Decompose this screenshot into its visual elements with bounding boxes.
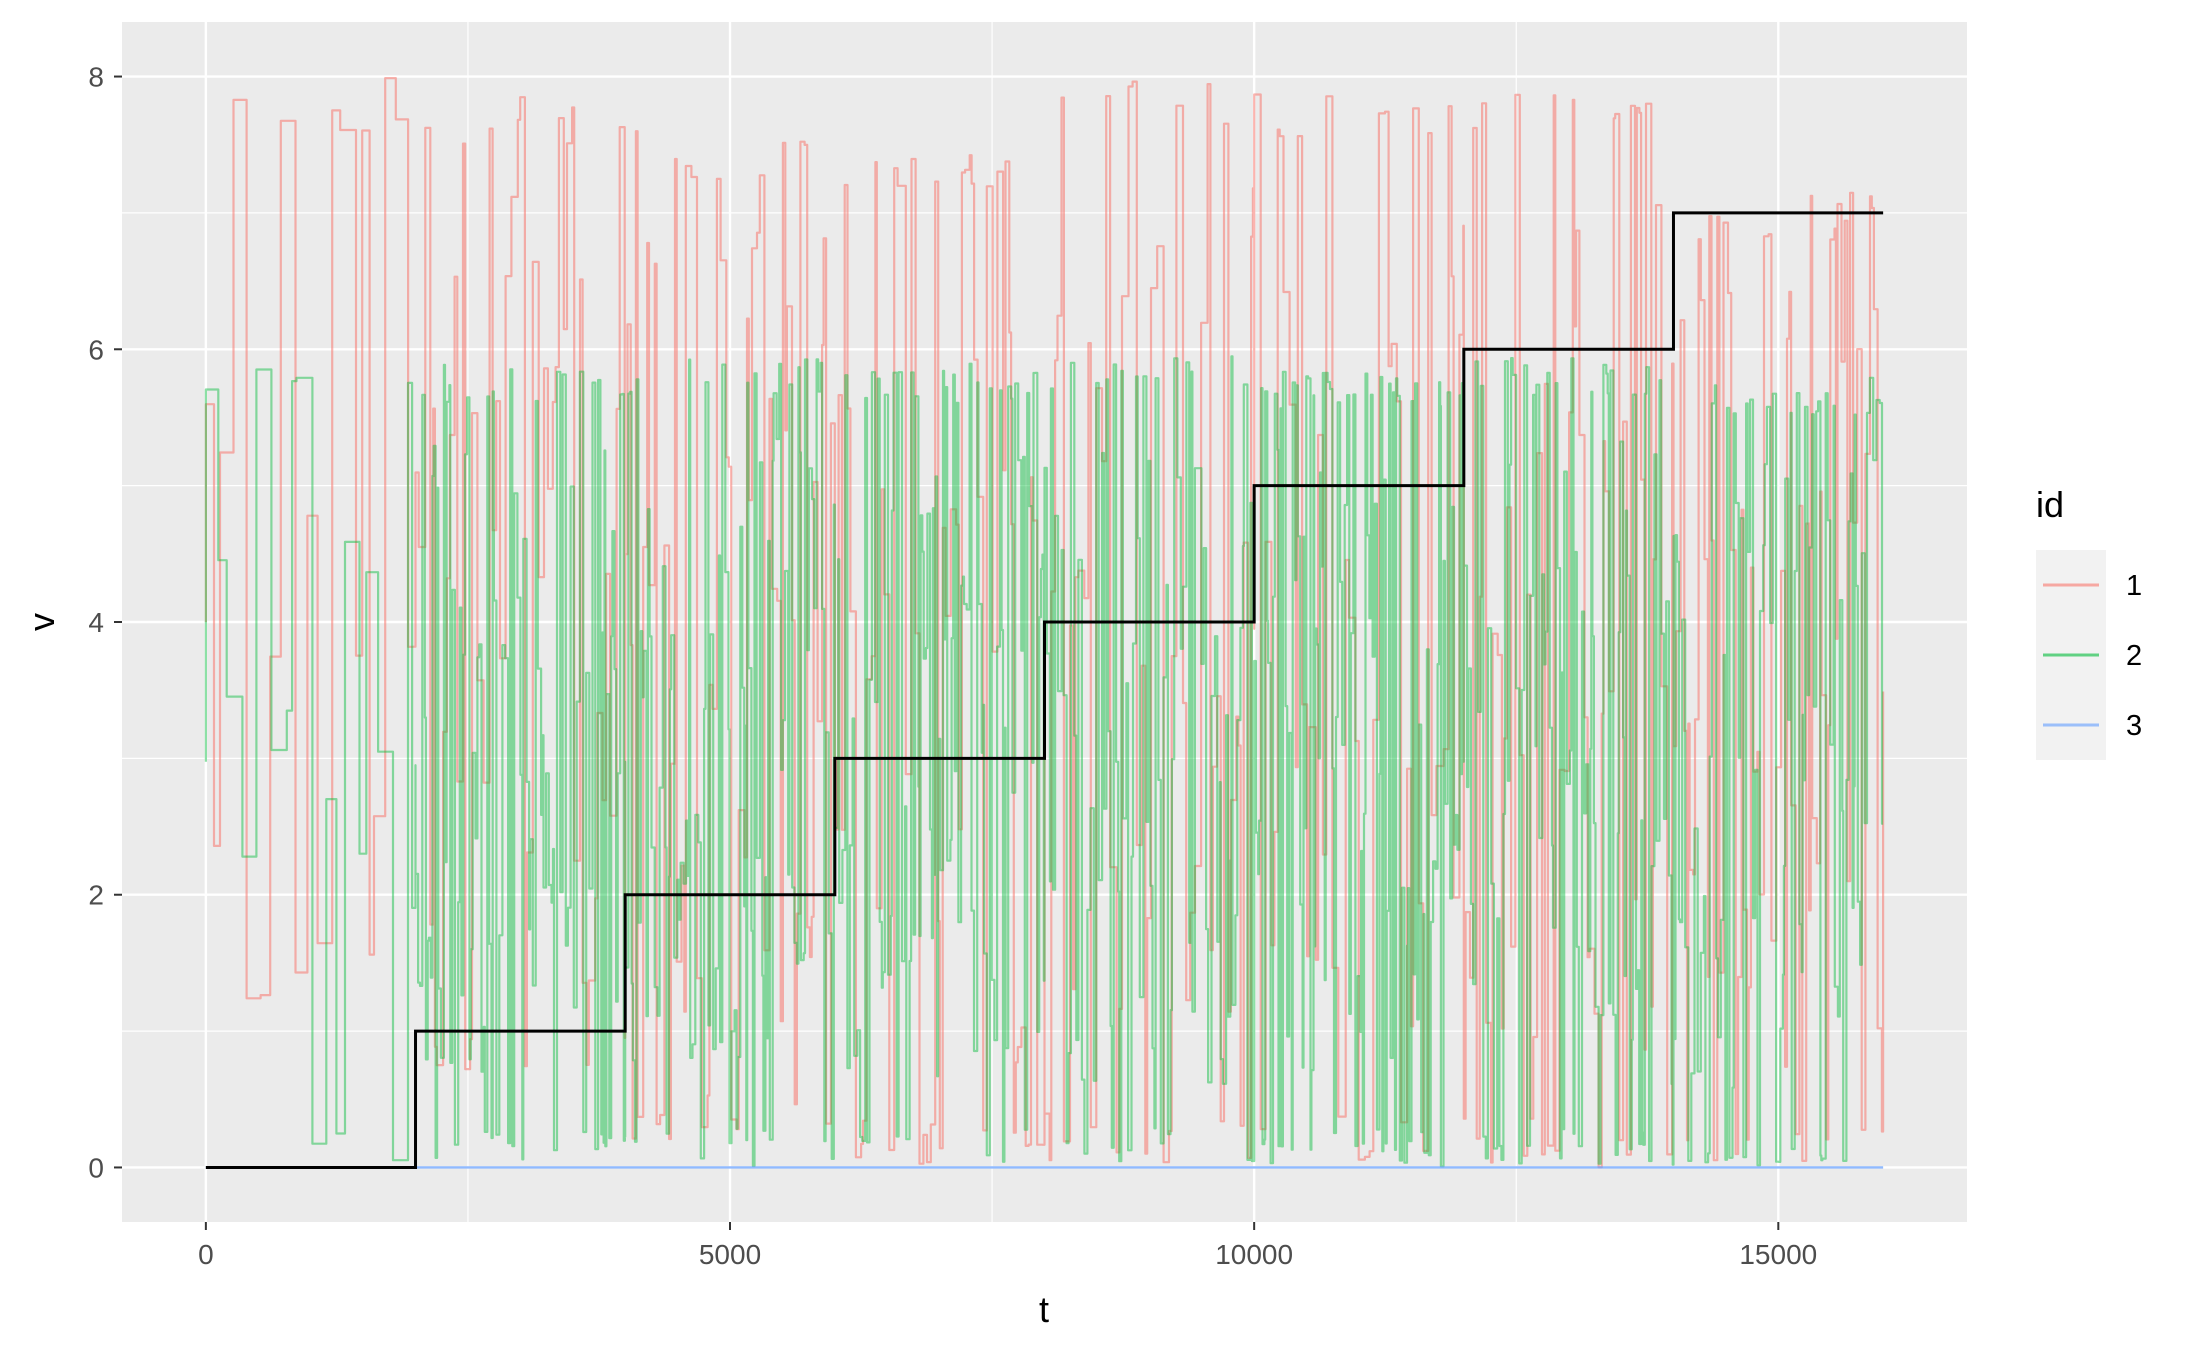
- y-tick-label: 0: [88, 1152, 104, 1183]
- legend-title: id: [2036, 484, 2064, 525]
- legend-label-1: 1: [2126, 570, 2142, 602]
- legend-label-3: 3: [2126, 710, 2142, 742]
- x-tick-label: 5000: [699, 1239, 761, 1270]
- x-tick-label: 10000: [1215, 1239, 1293, 1270]
- y-axis: 0 2 4 6 8: [88, 62, 122, 1183]
- y-tick-label: 2: [88, 880, 104, 911]
- x-tick-label: 0: [198, 1239, 214, 1270]
- step-line: [205, 211, 1884, 1169]
- x-axis-title: t: [1039, 1289, 1049, 1330]
- legend-label-2: 2: [2126, 640, 2142, 672]
- y-tick-label: 4: [88, 607, 104, 638]
- y-tick-label: 6: [88, 334, 104, 365]
- series-layer: [204, 77, 1885, 1169]
- y-axis-title: v: [21, 613, 62, 631]
- legend: id 1 2 3: [2036, 484, 2142, 760]
- series-1-line: [204, 77, 1885, 1169]
- x-tick-label: 15000: [1739, 1239, 1817, 1270]
- y-tick-label: 8: [88, 62, 104, 93]
- x-axis: 0 5000 10000 15000: [198, 1222, 1817, 1270]
